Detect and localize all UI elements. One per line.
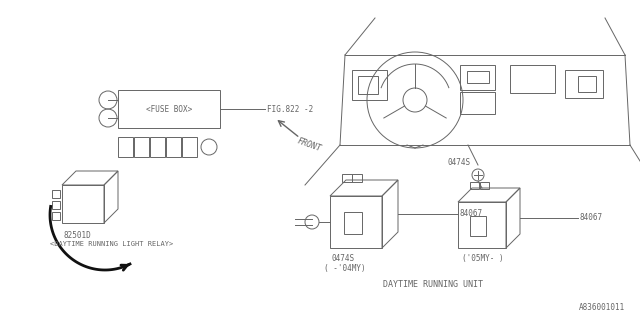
Text: ( -'04MY): ( -'04MY) (324, 264, 365, 273)
Bar (150, 137, 165, 157)
Bar (565, 70, 603, 98)
Text: A836001011: A836001011 (579, 303, 625, 312)
Bar (52, 190, 60, 198)
Text: ('05MY- ): ('05MY- ) (462, 254, 504, 263)
Bar (470, 216, 486, 236)
Bar (470, 182, 479, 189)
Text: FIG.822 -2: FIG.822 -2 (267, 105, 313, 114)
Bar (344, 212, 362, 234)
Text: 0474S: 0474S (332, 254, 355, 263)
Bar (342, 174, 352, 182)
Bar (52, 212, 60, 220)
Bar (460, 92, 495, 114)
Bar (62, 185, 104, 223)
Bar (166, 137, 181, 157)
Bar (480, 182, 489, 189)
Text: 0474S: 0474S (448, 158, 471, 167)
Bar (458, 202, 506, 248)
Text: 84067: 84067 (580, 213, 603, 222)
Bar (330, 196, 382, 248)
Text: 84067: 84067 (460, 210, 483, 219)
Bar (118, 90, 220, 128)
Bar (510, 65, 555, 93)
Bar (182, 137, 197, 157)
Bar (467, 71, 489, 83)
Bar (358, 76, 378, 94)
Bar (578, 76, 596, 92)
Bar (352, 70, 387, 100)
Text: <DAYTIME RUNNING LIGHT RELAY>: <DAYTIME RUNNING LIGHT RELAY> (50, 241, 173, 247)
Bar (352, 174, 362, 182)
Bar (134, 137, 149, 157)
Bar (118, 137, 133, 157)
Bar (460, 65, 495, 90)
Text: DAYTIME RUNNING UNIT: DAYTIME RUNNING UNIT (383, 280, 483, 289)
Text: FRONT: FRONT (296, 136, 323, 153)
Text: 82501D: 82501D (64, 231, 92, 240)
Text: <FUSE BOX>: <FUSE BOX> (146, 105, 192, 114)
Bar (52, 201, 60, 209)
